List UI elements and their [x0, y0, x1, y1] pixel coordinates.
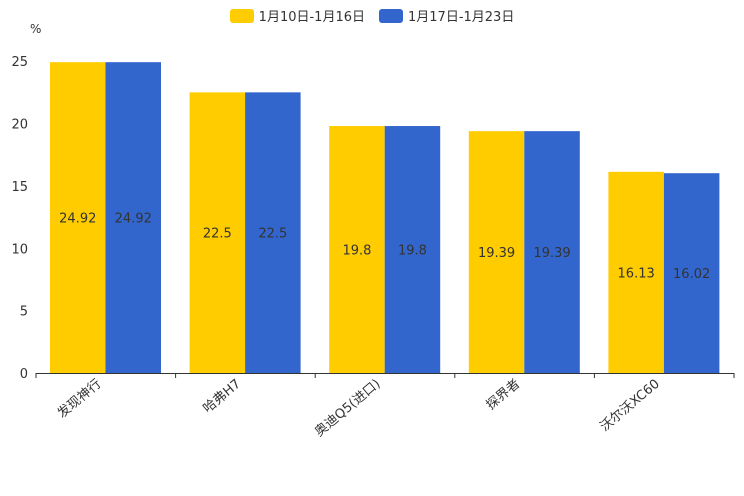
- bar-series-1-3[interactable]: [329, 126, 385, 373]
- data-label-series-2-4: 19.39: [533, 246, 570, 261]
- data-label-series-1-1: 24.92: [59, 212, 96, 227]
- legend-label-series-1: 1月10日-1月16日: [258, 10, 365, 25]
- x-category-label-1: 发现神行: [54, 376, 104, 422]
- legend-item-series-2[interactable]: 1月17日-1月23日: [379, 6, 514, 25]
- bar-series-2-1[interactable]: [105, 62, 162, 374]
- y-tick-label-15: 15: [11, 180, 28, 195]
- bar-series-2-2[interactable]: [245, 92, 301, 373]
- y-tick-label-0: 0: [20, 367, 28, 382]
- y-tick-label-20: 20: [11, 118, 28, 133]
- y-tick-label-5: 5: [20, 305, 28, 320]
- bar-series-1-4[interactable]: [468, 131, 525, 373]
- x-category-label-2: 哈弗H7: [201, 377, 244, 417]
- bar-series-2-4[interactable]: [524, 131, 580, 373]
- bar-series-1-5[interactable]: [608, 171, 664, 373]
- data-label-series-2-2: 22.5: [258, 227, 287, 242]
- bar-series-1-1[interactable]: [50, 62, 106, 374]
- legend: 1月10日-1月16日 1月17日-1月23日: [0, 6, 744, 25]
- data-label-series-1-4: 19.39: [478, 246, 515, 261]
- data-label-series-2-1: 24.92: [115, 212, 152, 227]
- data-label-series-1-3: 19.8: [342, 244, 371, 259]
- x-category-label-5: 沃尔沃XC60: [598, 377, 663, 435]
- bar-series-2-5[interactable]: [663, 173, 720, 373]
- legend-swatch-series-1: [229, 8, 254, 23]
- legend-swatch-series-2: [379, 8, 403, 23]
- data-label-series-2-3: 19.8: [398, 244, 427, 259]
- y-tick-label-25: 25: [11, 55, 28, 70]
- legend-label-series-2: 1月17日-1月23日: [408, 10, 515, 25]
- x-category-label-4: 探界者: [484, 377, 524, 414]
- y-axis-unit-label: %: [30, 22, 42, 36]
- x-category-label-3: 奥迪Q5(进口): [312, 377, 383, 440]
- data-label-series-1-5: 16.13: [618, 266, 655, 281]
- bar-series-2-3[interactable]: [384, 126, 441, 373]
- legend-item-series-1[interactable]: 1月10日-1月16日: [229, 6, 365, 25]
- data-label-series-2-5: 16.02: [673, 267, 710, 282]
- bar-series-1-2[interactable]: [189, 92, 246, 373]
- y-tick-label-10: 10: [11, 242, 28, 257]
- data-label-series-1-2: 22.5: [203, 227, 232, 242]
